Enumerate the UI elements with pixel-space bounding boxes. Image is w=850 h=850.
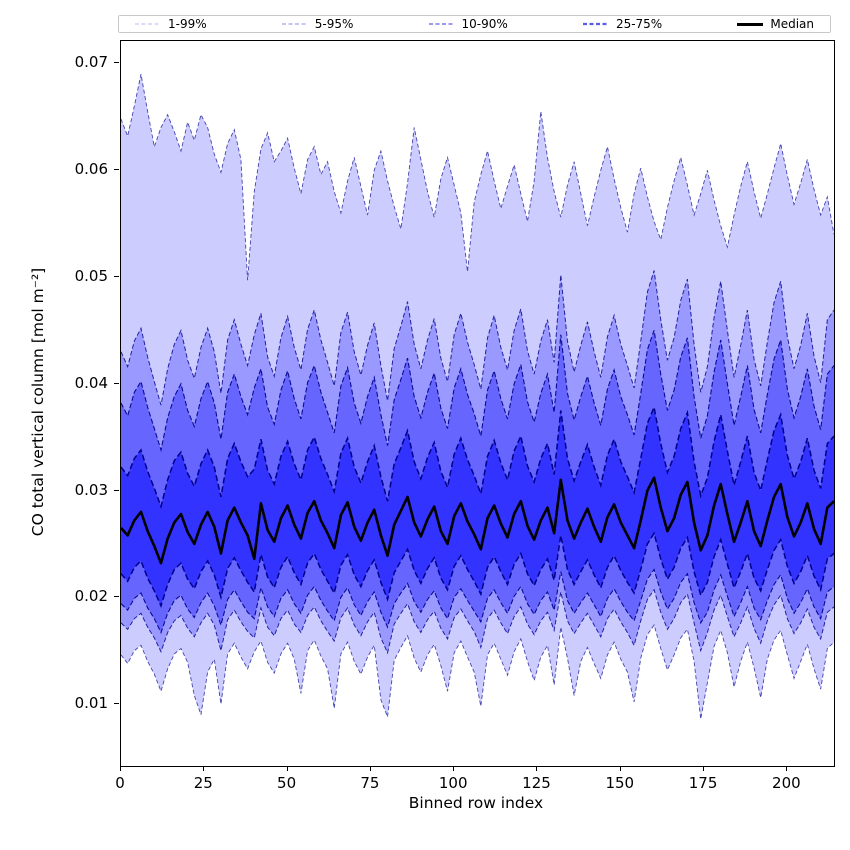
x-tick-label: 0 — [115, 774, 125, 792]
x-tick-mark — [286, 766, 288, 771]
x-tick-label: 100 — [438, 774, 468, 792]
x-tick-mark — [619, 766, 621, 771]
x-tick-label: 175 — [688, 774, 718, 792]
x-tick-mark — [703, 766, 705, 771]
x-tick-label: 125 — [522, 774, 551, 792]
y-tick-mark — [114, 703, 119, 705]
x-tick-label: 50 — [277, 774, 297, 792]
legend-line-1-99-icon — [135, 23, 161, 25]
y-axis-label: CO total vertical column [mol m⁻²] — [29, 267, 47, 537]
y-tick-label: 0.03 — [74, 480, 108, 499]
y-tick-label: 0.05 — [74, 266, 108, 285]
band-fill-25-75% — [121, 407, 834, 606]
legend-label: 5-95% — [314, 17, 354, 31]
legend-label: 1-99% — [168, 17, 207, 31]
x-tick-mark — [453, 766, 455, 771]
x-tick-mark — [369, 766, 371, 771]
median-line — [121, 476, 834, 565]
x-tick-label: 25 — [193, 774, 213, 792]
legend-line-median-icon — [737, 22, 764, 26]
y-tick-mark — [114, 275, 119, 277]
x-tick-label: 75 — [360, 774, 380, 792]
percentile-line-p05 — [121, 588, 834, 655]
percentile-line-p99 — [121, 74, 834, 281]
plot-area — [120, 40, 835, 767]
legend-item-10-90: 10-90% — [428, 17, 508, 31]
y-tick-label: 0.04 — [74, 373, 108, 392]
legend-line-5-95-icon — [281, 23, 308, 25]
x-tick-mark — [120, 766, 121, 771]
x-tick-mark — [203, 766, 205, 771]
y-tick-mark — [114, 596, 119, 598]
y-tick-label: 0.02 — [74, 587, 108, 606]
legend-label: 25-75% — [615, 17, 663, 31]
x-tick-label: 200 — [772, 774, 801, 792]
legend: 1-99% 5-95% 10-90% 25-75% Median — [118, 15, 831, 33]
legend-label: Median — [770, 17, 814, 31]
percentile-line-p10 — [121, 568, 834, 634]
percentile-line-p25 — [121, 531, 834, 608]
y-tick-label: 0.01 — [74, 694, 108, 713]
x-tick-mark — [536, 766, 538, 771]
legend-line-10-90-icon — [428, 23, 455, 25]
legend-item-median: Median — [737, 17, 814, 31]
legend-label: 10-90% — [461, 17, 508, 31]
x-tick-label: 150 — [605, 774, 635, 792]
percentile-line-p75 — [121, 404, 834, 510]
y-tick-mark — [114, 169, 119, 171]
percentile-fan-chart — [121, 74, 834, 720]
x-axis-label: Binned row index — [408, 794, 544, 812]
x-tick-mark — [786, 766, 788, 771]
y-tick-mark — [114, 382, 119, 384]
legend-line-25-75-icon — [582, 22, 609, 26]
legend-item-1-99: 1-99% — [135, 17, 207, 31]
percentile-line-p90 — [121, 330, 834, 453]
percentile-line-p01 — [121, 624, 834, 720]
y-tick-mark — [114, 489, 119, 491]
y-tick-mark — [114, 62, 119, 64]
legend-item-5-95: 5-95% — [281, 17, 354, 31]
percentile-line-p95 — [121, 270, 834, 406]
legend-item-25-75: 25-75% — [582, 17, 663, 31]
y-tick-label: 0.07 — [74, 53, 108, 72]
y-tick-label: 0.06 — [74, 160, 108, 179]
